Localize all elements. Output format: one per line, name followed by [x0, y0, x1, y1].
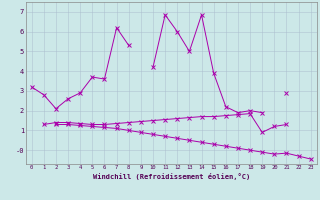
X-axis label: Windchill (Refroidissement éolien,°C): Windchill (Refroidissement éolien,°C) — [92, 173, 250, 180]
